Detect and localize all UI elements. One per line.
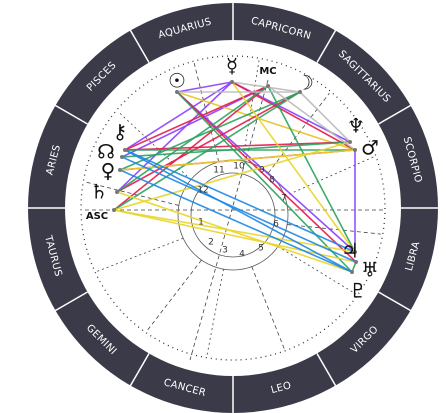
house-number: 10 — [233, 162, 245, 172]
dotted-circle — [80, 55, 386, 361]
aspect-line — [267, 85, 356, 151]
house-line — [146, 259, 202, 332]
sign-divider — [316, 29, 337, 63]
aspect-line — [176, 91, 356, 253]
aspect-line — [116, 91, 301, 193]
aspect-line — [176, 91, 353, 273]
aspect-line — [119, 149, 356, 171]
angle-label: MC — [259, 66, 276, 77]
house-line — [96, 237, 184, 272]
sign-divider — [316, 353, 337, 387]
house-line — [242, 60, 260, 161]
aspect-line — [124, 149, 353, 273]
house-line — [251, 266, 285, 350]
planet-glyph: ♀ — [101, 159, 116, 183]
planet-glyph: ♅ — [361, 258, 379, 282]
house-number: 1 — [198, 218, 204, 228]
planet-point — [354, 260, 358, 264]
aspect-line — [121, 156, 357, 263]
planet-point — [353, 148, 357, 152]
aspect-line — [113, 209, 356, 253]
house-number: 4 — [239, 250, 245, 260]
sign-divider — [378, 291, 412, 312]
planet-point — [115, 190, 119, 194]
planet-glyph: ♃ — [341, 239, 359, 263]
aspect-line — [124, 141, 351, 151]
planet-glyph: ♄ — [90, 180, 108, 204]
house-number: 3 — [222, 246, 228, 256]
house-line — [85, 181, 179, 206]
planet-point — [120, 155, 124, 159]
aspect-lines — [112, 80, 358, 274]
house-number: 12 — [197, 186, 208, 196]
house-number: 8 — [269, 176, 275, 186]
aspect-line — [231, 81, 356, 253]
aspect-line — [231, 81, 356, 151]
planet-point — [123, 148, 127, 152]
aspect-line — [176, 91, 357, 263]
house-number: 5 — [258, 244, 264, 254]
aspect-line — [231, 81, 301, 93]
planet-point — [118, 168, 122, 172]
aspect-line — [124, 85, 269, 151]
planet-glyph: ⚷ — [113, 120, 128, 144]
sign-divider — [129, 353, 150, 387]
planet-point — [266, 84, 270, 88]
aspect-line — [267, 85, 356, 253]
planet-glyph: ♆ — [347, 114, 365, 138]
sign-label: LEO — [270, 380, 293, 396]
aspect-line — [119, 91, 301, 171]
aspect-line — [116, 191, 353, 273]
sign-divider — [129, 29, 150, 63]
aspect-line — [299, 91, 351, 143]
aspect-line — [113, 91, 301, 211]
aspect-line — [121, 141, 351, 158]
planet-point — [175, 90, 179, 94]
planet-glyph: ♇ — [349, 279, 367, 303]
sign-divider — [54, 291, 88, 312]
aspect-line — [124, 81, 233, 151]
house-line — [287, 224, 381, 235]
house-number: 6 — [273, 220, 279, 230]
house-line — [284, 156, 375, 197]
planet-glyph: ☊ — [97, 140, 115, 164]
planet-glyph: ♂ — [361, 136, 379, 160]
planet-glyph: ☽ — [296, 71, 314, 95]
planet-point — [230, 80, 234, 84]
house-number: 2 — [208, 238, 214, 248]
planet-point — [112, 208, 116, 212]
planet-glyph: ☿ — [226, 54, 238, 78]
planet-point — [348, 140, 352, 144]
angle-label: ASC — [86, 211, 108, 222]
house-number: 11 — [213, 166, 224, 176]
sign-divider — [54, 104, 88, 125]
house-line — [277, 246, 357, 295]
aspect-line — [176, 81, 233, 93]
house-circle-inner — [190, 172, 276, 258]
aspect-line — [119, 169, 353, 273]
house-line — [268, 92, 330, 174]
planet-point — [350, 270, 354, 274]
planet-point — [353, 250, 357, 254]
house-number: 9 — [259, 166, 265, 176]
planet-glyph: ☉ — [168, 69, 186, 93]
aspect-line — [176, 91, 356, 151]
sign-divider — [378, 104, 412, 125]
planet-point — [298, 90, 302, 94]
aspect-line — [116, 81, 233, 193]
aspect-line — [116, 85, 269, 193]
aspect-line — [124, 149, 356, 253]
house-number: 7 — [281, 194, 287, 204]
